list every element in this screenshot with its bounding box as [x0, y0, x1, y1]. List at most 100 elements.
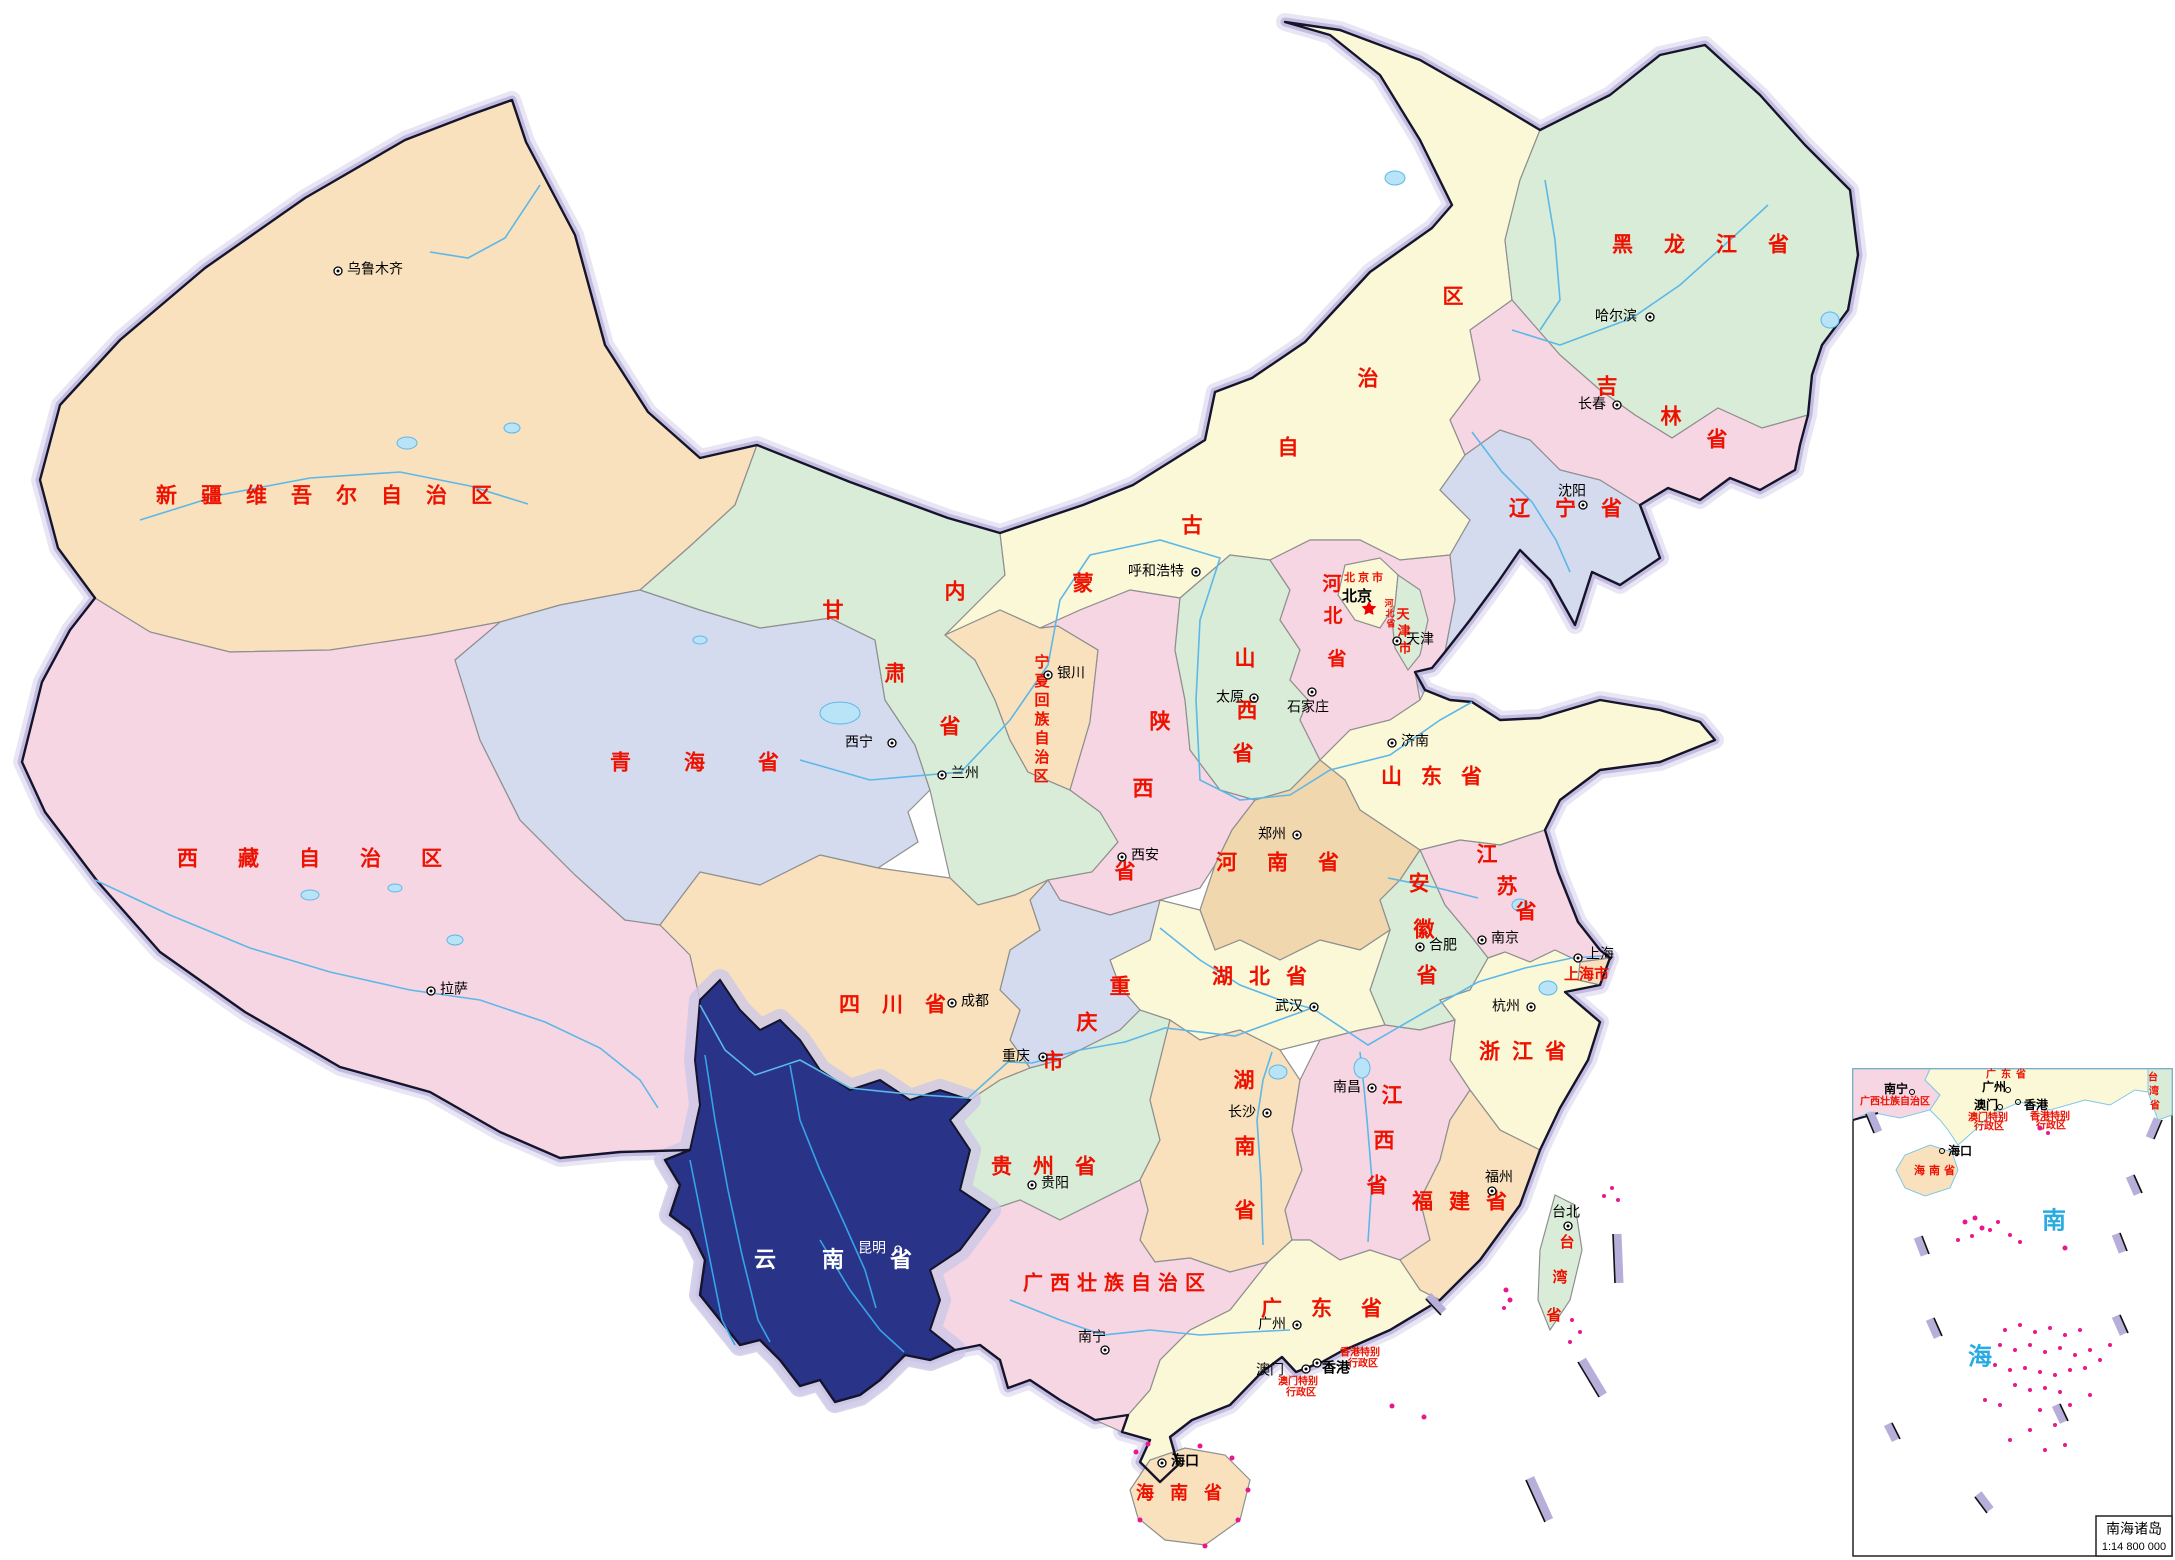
city-nanjing: 南京: [1477, 930, 1519, 946]
city-shanghai: 上海: [1573, 946, 1614, 963]
svg-text:江: 江: [1382, 1085, 1403, 1108]
liao-river: [1471, 431, 1571, 573]
city-hohhot: 呼和浩特: [1128, 563, 1201, 579]
svg-text:西: 西: [1133, 778, 1154, 801]
svg-text:庆: 庆: [1077, 1011, 1098, 1035]
city-hongkong-dot: [1312, 1358, 1322, 1368]
city-fuzhou: 福州: [1485, 1169, 1513, 1196]
city-shijiazhuang: 石家庄: [1287, 687, 1329, 715]
city-yinchuan: 银川: [1043, 665, 1085, 681]
inset-guangdong: [1924, 1068, 2149, 1146]
svg-text:湾: 湾: [1552, 1268, 1567, 1286]
province-hunan[interactable]: [1139, 1019, 1303, 1273]
label-taiwan: 台 湾 省: [1545, 1233, 1574, 1324]
province-neimenggu[interactable]: [944, 21, 1541, 636]
label-xizang: 西藏自治区: [177, 847, 482, 871]
svg-text:市: 市: [1043, 1050, 1064, 1074]
city-chongqing: 重庆: [1002, 1048, 1048, 1064]
svg-text:长沙: 长沙: [1228, 1104, 1256, 1120]
svg-text:内: 内: [945, 580, 966, 604]
svg-text:昆明: 昆明: [858, 1240, 886, 1256]
songhua-river: [1511, 204, 1769, 346]
city-wuhan: 武汉: [1275, 998, 1319, 1014]
svg-text:省: 省: [939, 716, 961, 739]
svg-text:苏: 苏: [1497, 876, 1518, 899]
city-jinan: 济南: [1387, 733, 1429, 749]
province-xinjiang[interactable]: [39, 99, 758, 653]
dongting-lake: [1268, 1064, 1288, 1080]
svg-text:省: 省: [1114, 861, 1136, 884]
label-beijing: 北京市: [1344, 570, 1386, 584]
city-macau-dot: [1301, 1364, 1311, 1374]
svg-text:吉: 吉: [1597, 376, 1618, 399]
svg-text:贵阳: 贵阳: [1041, 1175, 1069, 1191]
city-nanning: 南宁: [1078, 1329, 1110, 1355]
city-xining: 西宁: [845, 734, 897, 750]
label-neimenggu: 内 蒙 古 自 治 区: [945, 286, 1464, 604]
city-lhasa: 拉萨: [426, 981, 468, 997]
province-beijing[interactable]: [1337, 557, 1399, 629]
svg-text:西: 西: [1237, 700, 1258, 723]
inset-sea-label-hai: 海: [1968, 1342, 1992, 1370]
pearl-river: [1009, 1299, 1291, 1336]
city-beijing: 北京: [1342, 587, 1377, 615]
inset-label-guangxi: 广西壮族自治区: [1860, 1095, 1930, 1108]
label-yunnan: 云南省: [754, 1247, 958, 1272]
boundary-dash-segments: [1424, 1233, 1624, 1523]
inset-city-guangzhou: 广州: [1982, 1079, 2006, 1094]
tai-lake: [1538, 980, 1558, 996]
svg-text:香港: 香港: [1321, 1360, 1351, 1376]
svg-text:古: 古: [1182, 515, 1203, 538]
svg-text:陕: 陕: [1150, 711, 1171, 734]
inset-hainan: [1895, 1144, 1959, 1197]
inset-label-hk-sar: 香港特别: [2030, 1110, 2070, 1123]
yellow-river: [799, 539, 1473, 801]
inset-title: 南海诸岛: [2106, 1521, 2162, 1537]
svg-text:肃: 肃: [885, 662, 906, 686]
svg-text:北: 北: [1323, 605, 1342, 627]
svg-text:澳门: 澳门: [1256, 1362, 1284, 1378]
label-macau-sar: 澳门特别 行政区 澳门: [1256, 1362, 1318, 1399]
svg-text:台北: 台北: [1552, 1204, 1580, 1220]
province-hainan[interactable]: [1129, 1447, 1251, 1546]
qaidam-lake: [692, 635, 708, 645]
svg-text:徽: 徽: [1413, 918, 1436, 942]
svg-text:自: 自: [1034, 729, 1049, 747]
red-river: [819, 1239, 905, 1353]
svg-text:省: 省: [1515, 901, 1537, 924]
svg-text:福州: 福州: [1485, 1169, 1513, 1185]
label-hongkong-sar: 香港特别 行政区 香港: [1321, 1346, 1380, 1376]
city-taiyuan: 太原: [1216, 689, 1259, 705]
svg-text:台: 台: [2148, 1071, 2158, 1084]
svg-text:长春: 长春: [1578, 396, 1606, 412]
svg-text:北: 北: [1385, 607, 1394, 618]
city-zhengzhou: 郑州: [1258, 826, 1302, 842]
svg-text:沈阳: 沈阳: [1558, 483, 1586, 499]
svg-text:海口: 海口: [1171, 1453, 1199, 1469]
svg-text:回: 回: [1034, 692, 1049, 709]
svg-text:河: 河: [1322, 573, 1341, 595]
city-xian: 西安: [1117, 847, 1159, 863]
inset-taiwan-corner: [2147, 1068, 2173, 1121]
svg-text:济南: 济南: [1401, 733, 1429, 749]
salween-river: [689, 1159, 736, 1346]
inset-city-hongkong: 香港: [2023, 1097, 2049, 1112]
svg-text:合肥: 合肥: [1429, 937, 1457, 953]
label-tianjin: 天 津 市: [1396, 606, 1411, 655]
svg-text:治: 治: [1034, 748, 1049, 766]
label-qinghai: 青海省: [610, 751, 832, 775]
svg-text:银川: 银川: [1057, 665, 1085, 681]
svg-text:山: 山: [1235, 648, 1256, 671]
svg-text:杭州: 杭州: [1492, 998, 1520, 1014]
label-sichuan: 四川省: [839, 994, 968, 1017]
svg-text:林: 林: [1661, 405, 1682, 429]
svg-text:天津: 天津: [1406, 631, 1434, 647]
svg-text:西: 西: [1374, 1130, 1395, 1153]
province-tianjin[interactable]: [1391, 573, 1429, 672]
tarim-river: [139, 471, 529, 521]
label-hainan: 海南省: [1136, 1482, 1238, 1503]
inset-city-haikou: 海口: [1948, 1143, 1972, 1158]
city-hangzhou: 杭州: [1492, 998, 1536, 1014]
inset-label-hainan: 海南省: [1914, 1163, 1959, 1177]
city-hefei: 合肥: [1415, 937, 1457, 953]
